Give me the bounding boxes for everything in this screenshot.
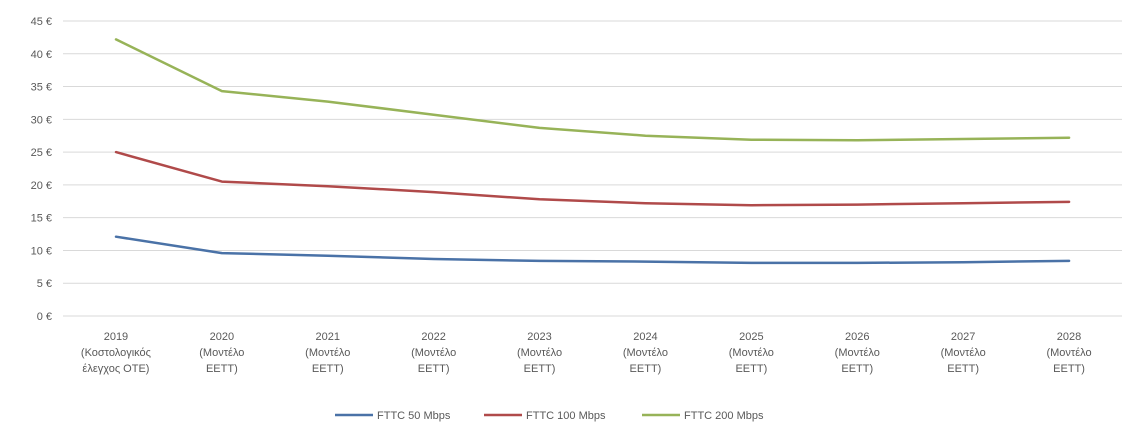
x-tick-label-line: 2019	[104, 331, 128, 343]
x-tick-label: 2023 (Μοντέλο ΕΕΤΤ)	[517, 331, 562, 375]
series-line-2	[114, 150, 1071, 207]
x-tick-label: 2020 (Μοντέλο ΕΕΤΤ)	[199, 331, 244, 375]
y-axis-tick-labels: 0 € 5 € 10 € 15 € 20 € 25 € 30 € 35 € 40 € 45 €	[31, 16, 52, 323]
x-tick-label-line: ΕΕΤΤ)	[630, 363, 662, 375]
series-line-1	[114, 235, 1071, 265]
x-tick-label-line: ΕΕΤΤ)	[841, 363, 873, 375]
x-tick-label-line: (Μοντέλο	[623, 347, 668, 359]
legend: FTTC 50 Mbps FTTC 100 Mbps FTTC 200 Mbps	[335, 410, 764, 422]
legend-label: FTTC 200 Mbps	[684, 410, 764, 422]
y-tick-label: 25 €	[31, 147, 52, 159]
x-tick-label-line: ΕΕΤΤ)	[206, 363, 238, 375]
x-tick-label-line: (Μοντέλο	[411, 347, 456, 359]
x-tick-label-line: ΕΕΤΤ)	[524, 363, 556, 375]
y-tick-label: 20 €	[31, 180, 52, 192]
series-lines	[114, 38, 1071, 265]
y-tick-label: 45 €	[31, 16, 52, 28]
x-tick-label-line: (Μοντέλο	[305, 347, 350, 359]
y-tick-label: 40 €	[31, 49, 52, 61]
x-tick-label-line: ΕΕΤΤ)	[1053, 363, 1085, 375]
gridlines	[63, 20, 1122, 317]
series-line-3	[114, 38, 1071, 142]
x-tick-label-line: 2026	[845, 331, 869, 343]
x-tick-label-line: (Μοντέλο	[517, 347, 562, 359]
x-tick-label-line: ΕΕΤΤ)	[418, 363, 450, 375]
x-tick-label-line: 2025	[739, 331, 763, 343]
x-tick-label-line: (Μοντέλο	[729, 347, 774, 359]
y-tick-label: 0 €	[37, 311, 52, 323]
x-tick-label-line: (Μοντέλο	[835, 347, 880, 359]
x-tick-label-line: (Μοντέλο	[941, 347, 986, 359]
x-tick-label-line: 2022	[421, 331, 445, 343]
x-tick-label-line: έλεγχος ΟΤΕ)	[82, 363, 149, 375]
x-tick-label: 2024 (Μοντέλο ΕΕΤΤ)	[623, 331, 668, 375]
x-tick-label: 2026 (Μοντέλο ΕΕΤΤ)	[835, 331, 880, 375]
x-tick-label: 2019 (Κοστολογικός έλεγχος ΟΤΕ)	[81, 331, 151, 375]
y-tick-label: 30 €	[31, 114, 52, 126]
x-tick-label-line: ΕΕΤΤ)	[947, 363, 979, 375]
x-tick-label: 2022 (Μοντέλο ΕΕΤΤ)	[411, 331, 456, 375]
x-tick-label: 2025 (Μοντέλο ΕΕΤΤ)	[729, 331, 774, 375]
x-tick-label-line: 2020	[210, 331, 234, 343]
legend-label: FTTC 100 Mbps	[526, 410, 606, 422]
x-tick-label-line: (Μοντέλο	[199, 347, 244, 359]
y-tick-label: 35 €	[31, 82, 52, 94]
x-tick-label-line: 2028	[1057, 331, 1081, 343]
x-tick-label-line: 2023	[527, 331, 551, 343]
x-tick-label-line: ΕΕΤΤ)	[735, 363, 767, 375]
x-tick-label-line: (Μοντέλο	[1046, 347, 1091, 359]
x-axis-tick-labels: 2019 (Κοστολογικός έλεγχος ΟΤΕ) 2020 (Μοντέλ…	[81, 331, 1092, 375]
y-tick-label: 5 €	[37, 278, 52, 290]
x-tick-label-line: 2021	[316, 331, 340, 343]
x-tick-label-line: 2027	[951, 331, 975, 343]
y-tick-label: 15 €	[31, 213, 52, 225]
legend-label: FTTC 50 Mbps	[377, 410, 451, 422]
x-tick-label-line: 2024	[633, 331, 657, 343]
x-tick-label: 2028 (Μοντέλο ΕΕΤΤ)	[1046, 331, 1091, 375]
x-tick-label: 2021 (Μοντέλο ΕΕΤΤ)	[305, 331, 350, 375]
x-tick-label-line: (Κοστολογικός	[81, 347, 151, 359]
y-tick-label: 10 €	[31, 245, 52, 257]
x-tick-label: 2027 (Μοντέλο ΕΕΤΤ)	[941, 331, 986, 375]
x-tick-label-line: ΕΕΤΤ)	[312, 363, 344, 375]
